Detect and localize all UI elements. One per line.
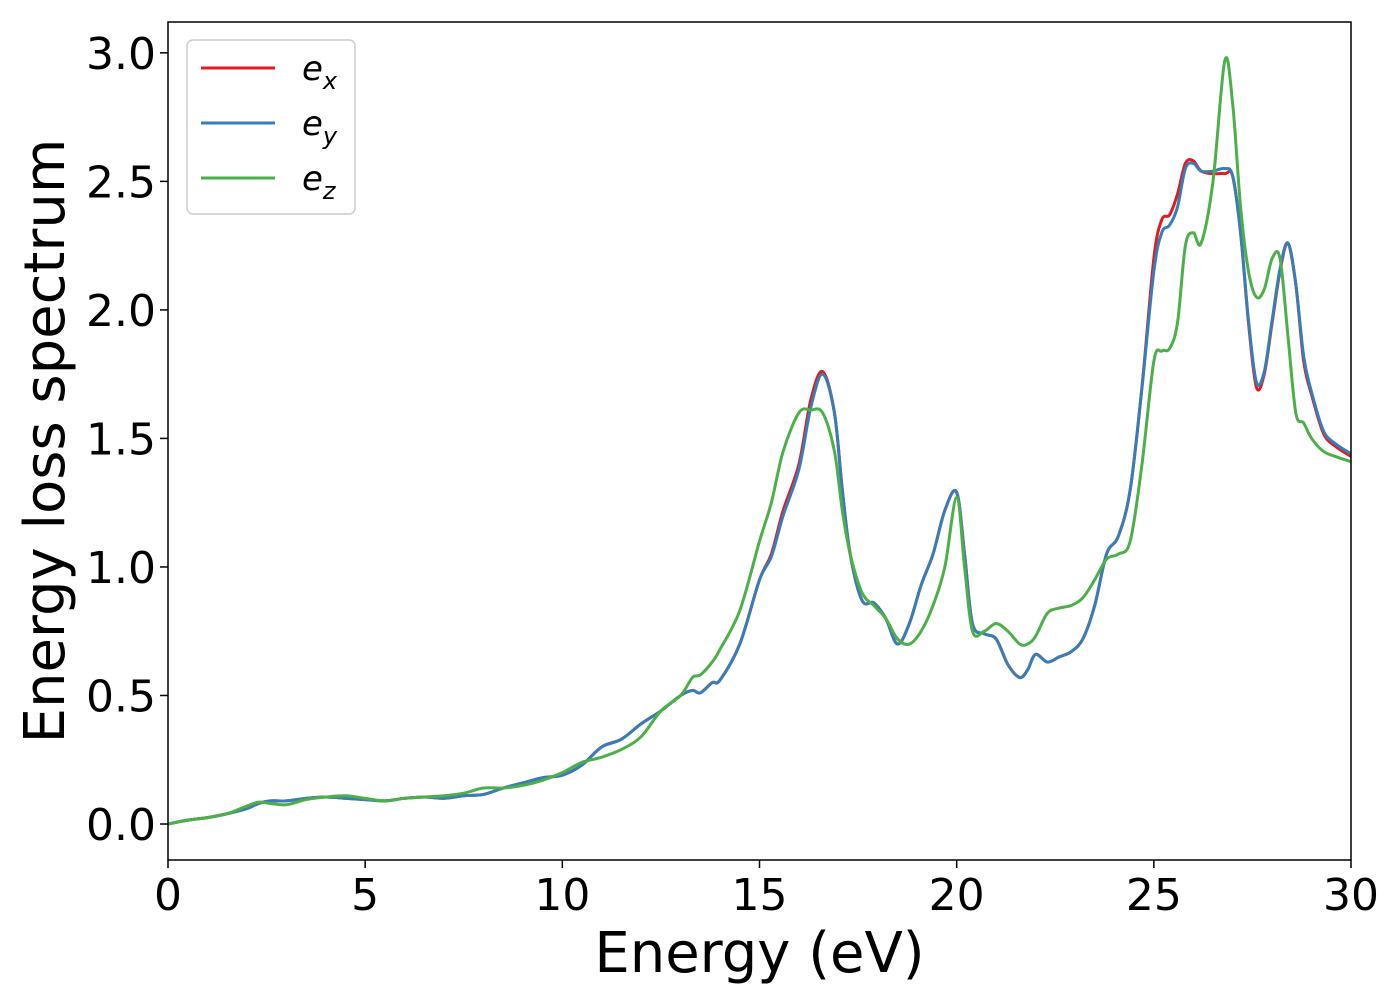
y-tick-label: 0.0	[86, 800, 156, 851]
y-tick-label: 1.0	[86, 543, 156, 594]
legend-label-sub: y	[322, 122, 338, 150]
legend-box	[186, 39, 356, 215]
legend-label-base: e	[302, 49, 323, 89]
x-tick-label: 15	[732, 870, 788, 921]
y-tick-label: 1.5	[86, 414, 156, 465]
y-tick-label: 2.0	[86, 286, 156, 337]
x-tick-label: 5	[351, 870, 379, 921]
legend-label-base: e	[302, 159, 323, 199]
x-axis-title: Energy (eV)	[594, 921, 924, 986]
legend-label-sub: x	[322, 67, 338, 95]
y-tick-label: 3.0	[86, 29, 156, 80]
x-tick-label: 0	[154, 870, 182, 921]
legend-label-base: e	[302, 104, 323, 144]
y-tick-label: 2.5	[86, 157, 156, 208]
series-line-z	[168, 56, 1351, 826]
legend-label-y: ey	[302, 104, 338, 150]
x-tick-label: 10	[534, 870, 590, 921]
x-tick-label: 25	[1126, 870, 1182, 921]
plot-area	[168, 22, 1351, 860]
x-axis-ticks: 0 5 10 15 20 25 30	[154, 860, 1379, 921]
y-tick-label: 0.5	[86, 671, 156, 722]
y-axis-title: Energy loss spectrum	[13, 139, 78, 744]
legend-label-sub: z	[322, 177, 337, 205]
y-axis-ticks: 0.0 0.5 1.0 1.5 2.0 2.5 3.0	[86, 29, 168, 851]
series-layer	[168, 56, 1351, 826]
x-tick-label: 30	[1323, 870, 1379, 921]
legend-label-z: ez	[302, 159, 337, 205]
legend-label-x: ex	[302, 49, 338, 95]
x-tick-label: 20	[929, 870, 985, 921]
